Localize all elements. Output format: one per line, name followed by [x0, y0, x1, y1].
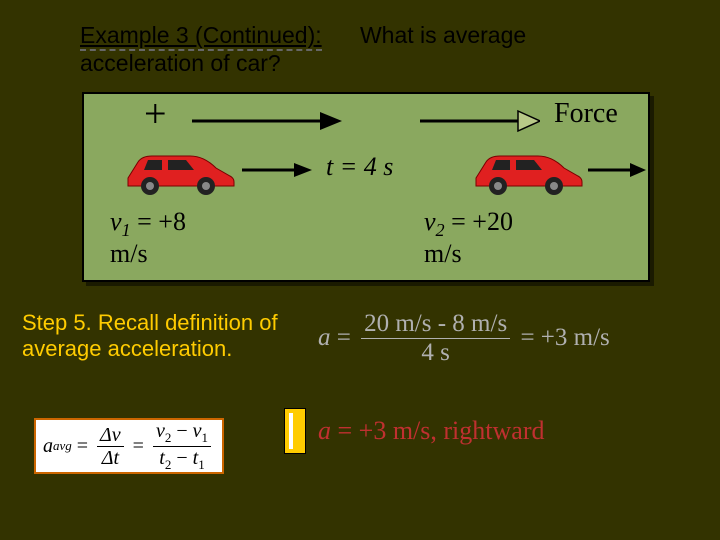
- v1-eq: = +8: [131, 207, 186, 236]
- v2-sub: 2: [436, 220, 445, 240]
- equation-result: a = +3 m/s, rightward: [318, 416, 544, 446]
- force-label: Force: [554, 98, 618, 130]
- highlight-box: [284, 408, 306, 454]
- step5-text: Step 5. Recall definition of average acc…: [22, 310, 292, 363]
- eq2-rhs: = +3 m/s: [520, 324, 609, 352]
- eq3-a: a: [318, 416, 331, 445]
- title-line2: acceleration of car?: [80, 50, 281, 77]
- arrow-car-left: [242, 160, 312, 180]
- time-text: t = 4 s: [326, 152, 393, 181]
- title-line1: Example 3 (Continued): What is average: [80, 22, 680, 49]
- eq2-lhs: a: [318, 324, 331, 352]
- v1-sub: 1: [122, 220, 131, 240]
- v2-unit: m/s: [424, 239, 462, 268]
- time-label: t = 4 s: [326, 152, 393, 182]
- arrow-positive-dir: [192, 109, 342, 133]
- eq1-lhs: a: [43, 435, 53, 458]
- eq3-rest: = +3 m/s, rightward: [331, 416, 544, 445]
- equation-numeric: a = 20 m/s - 8 m/s 4 s = +3 m/s: [318, 310, 610, 366]
- equation-avg-accel-def: aavg = Δv Δt = v2 − v1 t2 − t1: [34, 418, 224, 474]
- title-link: Example 3 (Continued):: [80, 22, 322, 51]
- eq2-den: 4 s: [418, 339, 452, 367]
- eq2-num: 20 m/s - 8 m/s: [361, 310, 510, 338]
- car-right: [468, 148, 586, 196]
- v1-unit: m/s: [110, 239, 148, 268]
- v2-eq: = +20: [445, 207, 513, 236]
- v2-label: v2 = +20 m/s: [424, 208, 513, 269]
- diagram-panel: + Force t = 4 s v1 = +8: [82, 92, 650, 282]
- eq1-lhs-sub: avg: [53, 438, 72, 454]
- v1-label: v1 = +8 m/s: [110, 208, 186, 269]
- arrow-car-right: [588, 160, 646, 180]
- car-left: [120, 148, 238, 196]
- v2-var: v: [424, 207, 436, 236]
- arrow-force: [420, 109, 540, 133]
- plus-sign: +: [144, 90, 167, 137]
- v1-var: v: [110, 207, 122, 236]
- title-question-part1: What is average: [360, 22, 526, 48]
